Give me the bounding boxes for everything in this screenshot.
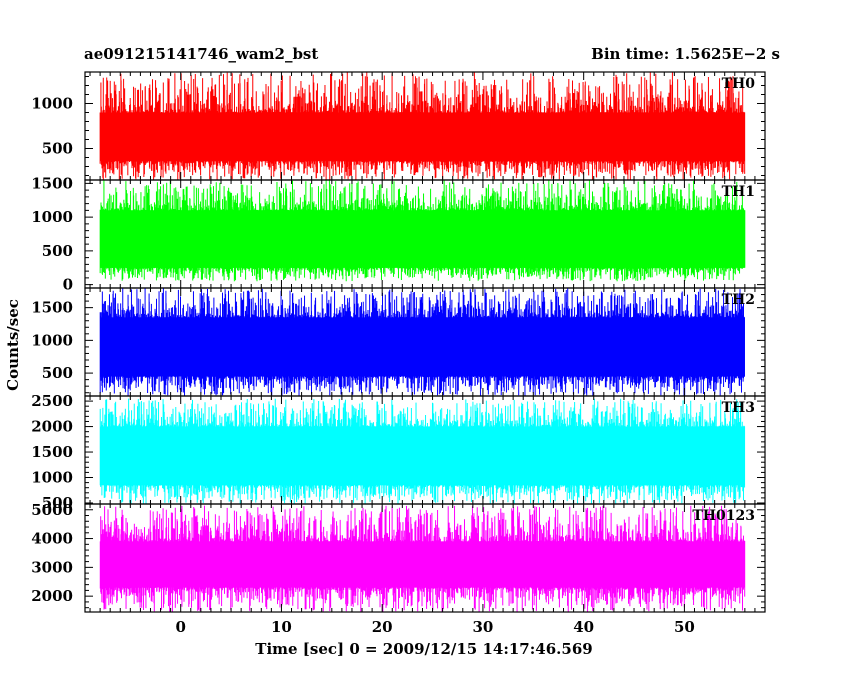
series-th3 (99, 398, 746, 504)
panel-label-th2: TH2 (722, 292, 755, 308)
panel-frame (84, 503, 766, 613)
y-tick-label: 2500 (31, 392, 73, 410)
y-tick-label: 1500 (31, 174, 73, 192)
x-tick-label: 10 (271, 618, 292, 636)
y-tick-label: 1000 (31, 95, 73, 113)
panel-label-th1: TH1 (722, 184, 755, 200)
panel-th3: 500 1000 1500 2000 2500 TH3 (31, 392, 766, 512)
panel-th2: 500 1000 1500 TH2 (31, 287, 766, 397)
x-tick-label: 40 (573, 618, 594, 636)
chart-title-left: ae091215141746_wam2_bst (84, 45, 318, 63)
y-tick-label: 1000 (31, 469, 73, 487)
y-tick-label: 1000 (31, 331, 73, 349)
series-th0123 (99, 505, 746, 612)
series-line-th2 (99, 288, 745, 396)
series-th0 (99, 72, 746, 180)
series-th2 (99, 288, 745, 396)
y-tick-label: 1500 (31, 299, 73, 317)
y-tick-label: 5000 (31, 501, 73, 519)
y-tick-label: 500 (42, 140, 73, 158)
panel-label-th3: TH3 (722, 400, 755, 416)
y-tick-label: 2000 (31, 587, 73, 605)
y-tick-label: 2000 (31, 418, 73, 436)
y-tick-label: 500 (42, 242, 73, 260)
y-tick-label: 3000 (31, 558, 73, 576)
x-tick-label: 0 (175, 618, 185, 636)
chart-title-right: Bin time: 1.5625E−2 s (591, 45, 780, 63)
x-tick-label: 50 (674, 618, 695, 636)
y-tick-label: 1000 (31, 208, 73, 226)
x-tick-label: 30 (472, 618, 493, 636)
y-tick-label: 500 (42, 364, 73, 382)
panel-th0123: 2000 3000 4000 5000 TH0123 (31, 501, 766, 613)
y-tick-label: 4000 (31, 530, 73, 548)
x-axis-label: Time [sec] 0 = 2009/12/15 14:17:46.569 (255, 640, 592, 658)
series-line-th3 (99, 398, 746, 504)
panel-label-th0123: TH0123 (692, 508, 755, 524)
y-tick-label: 500 (42, 494, 73, 512)
series-line-th0 (99, 72, 746, 180)
series-line-th0123 (99, 505, 746, 612)
y-axis-label: Counts/sec (4, 299, 22, 391)
x-tick-label: 20 (372, 618, 393, 636)
y-tick-label: 0 (63, 276, 73, 294)
panel-th0: 500 1000 TH0 (31, 71, 766, 181)
panel-label-th0: TH0 (722, 76, 756, 92)
panel-th1: 0 500 1000 1500 TH1 (31, 174, 766, 294)
y-tick-label: 1500 (31, 443, 73, 461)
series-th1 (99, 180, 746, 282)
series-line-th1 (99, 180, 746, 282)
